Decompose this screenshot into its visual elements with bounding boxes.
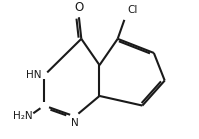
Text: Cl: Cl	[128, 5, 138, 15]
Text: O: O	[74, 1, 83, 14]
Text: H₂N: H₂N	[13, 111, 32, 121]
Text: HN: HN	[26, 70, 41, 80]
Text: N: N	[71, 118, 79, 128]
